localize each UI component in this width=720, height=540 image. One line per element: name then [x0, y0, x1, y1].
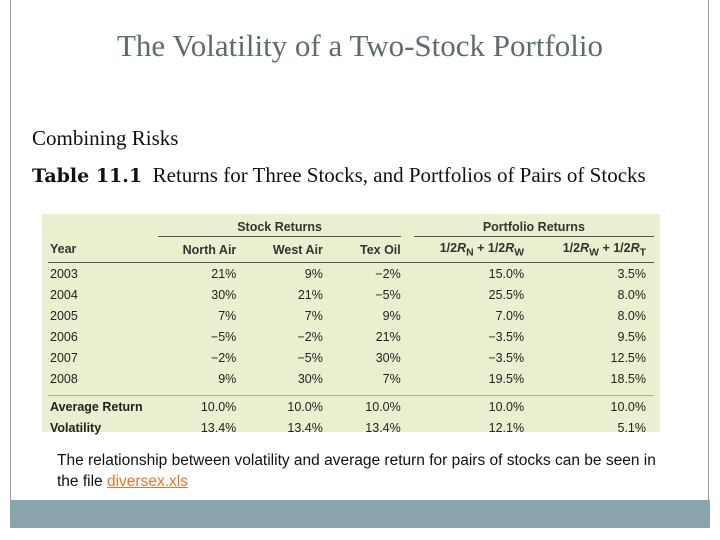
- table-row: 2007 −2% −5% 30% −3.5% 12.5%: [48, 347, 654, 368]
- table-cell: 25.5%: [488, 287, 525, 302]
- table-cell: 30%: [375, 350, 401, 365]
- row-label: 2004: [50, 287, 78, 302]
- table-cell: −5%: [210, 329, 237, 344]
- table-cell: 5.1%: [617, 420, 647, 435]
- table-cell: 7.0%: [495, 308, 525, 323]
- table-cell: 9%: [218, 371, 237, 386]
- group-header-row: Stock Returns Portfolio Returns: [48, 217, 654, 237]
- table-caption-line: Table 11.1 Returns for Three Stocks, and…: [32, 161, 692, 190]
- table-cell: −2%: [210, 350, 237, 365]
- table-cell: 13.4%: [200, 420, 237, 435]
- table-cell: 21%: [297, 287, 323, 302]
- group-header-portfolio-returns: Portfolio Returns: [413, 217, 654, 237]
- table-cell: 9.5%: [617, 329, 647, 344]
- table-cell: 12.5%: [610, 350, 646, 365]
- table-cell: −3.5%: [488, 329, 525, 344]
- col-header-year: Year: [48, 236, 159, 263]
- row-label: 2008: [50, 371, 78, 386]
- table-cell: 12.1%: [488, 420, 525, 435]
- table-cell: 30%: [211, 287, 237, 302]
- table-cell: 10.0%: [158, 395, 237, 417]
- table-cell: 30%: [297, 371, 323, 386]
- table-cell: 7%: [304, 308, 323, 323]
- footer-bar: [10, 500, 710, 528]
- row-label: 2007: [50, 350, 78, 365]
- table-caption: Returns for Three Stocks, and Portfolios…: [152, 163, 646, 187]
- table-row: 2006 −5% −2% 21% −3.5% 9.5%: [48, 326, 654, 347]
- column-header-row: Year North Air West Air Tex Oil 1/2RN + …: [48, 236, 654, 263]
- table-cell: 8.0%: [617, 308, 647, 323]
- footer-note: The relationship between volatility and …: [57, 450, 677, 492]
- table-cell: 10.0%: [236, 395, 323, 417]
- table-cell: 9%: [304, 266, 323, 281]
- table-cell: 19.5%: [488, 371, 525, 386]
- table-row: 2003 21% 9% −2% 15.0% 3.5%: [48, 263, 654, 285]
- table-cell: −5%: [375, 287, 401, 302]
- table-cell: 21%: [211, 266, 237, 281]
- table-cell: 10.0%: [413, 395, 525, 417]
- table-cell: 10.0%: [322, 395, 401, 417]
- col-header-tex-oil: Tex Oil: [322, 236, 401, 263]
- table-cell: 21%: [375, 329, 401, 344]
- col-header-west-air: West Air: [236, 236, 323, 263]
- col-header-portfolio-nw: 1/2RN + 1/2RW: [413, 236, 525, 263]
- table-row: 2005 7% 7% 9% 7.0% 8.0%: [48, 305, 654, 326]
- returns-table: Stock Returns Portfolio Returns Year Nor…: [48, 217, 654, 438]
- table-cell: 15.0%: [488, 266, 525, 281]
- row-label: 2005: [50, 308, 78, 323]
- summary-rows: Average Return 10.0% 10.0% 10.0% 10.0% 10.0% V…: [48, 395, 654, 439]
- slide-frame-right: [708, 0, 709, 512]
- table-cell: −2%: [297, 329, 323, 344]
- table-row: 2008 9% 30% 7% 19.5% 18.5%: [48, 368, 654, 389]
- summary-row: Volatility 13.4% 13.4% 13.4% 12.1% 5.1%: [48, 417, 654, 438]
- table-row: 2004 30% 21% −5% 25.5% 8.0%: [48, 284, 654, 305]
- table-cell: 13.4%: [365, 420, 401, 435]
- slide-title: The Volatility of a Two-Stock Portfolio: [116, 28, 604, 63]
- table-label: Table 11.1: [32, 165, 143, 187]
- col-header-north-air: North Air: [158, 236, 237, 263]
- row-label: 2003: [50, 266, 78, 281]
- table-cell: −5%: [297, 350, 323, 365]
- table-cell: −3.5%: [488, 350, 525, 365]
- slide-subtitle: Combining Risks: [32, 126, 179, 150]
- table-cell: −2%: [375, 266, 401, 281]
- table-cell: 7%: [218, 308, 237, 323]
- summary-row: Average Return 10.0% 10.0% 10.0% 10.0% 10.0%: [48, 395, 654, 417]
- table-cell: 10.0%: [524, 395, 654, 417]
- table-cell: 3.5%: [617, 266, 647, 281]
- table-cell: 18.5%: [610, 371, 646, 386]
- group-header-stock-returns: Stock Returns: [158, 217, 401, 237]
- row-label: Volatility: [50, 420, 102, 435]
- footer-text: The relationship between volatility and …: [57, 452, 656, 490]
- col-header-portfolio-wt: 1/2RW + 1/2RT: [524, 236, 654, 263]
- table-cell: 8.0%: [617, 287, 647, 302]
- file-link[interactable]: diversex.xls: [106, 473, 188, 490]
- returns-table-panel: Stock Returns Portfolio Returns Year Nor…: [42, 214, 660, 435]
- year-rows: 2003 21% 9% −2% 15.0% 3.5% 2004 30% 21% −5% 25.5% 8…: [48, 263, 654, 390]
- row-label: 2006: [50, 329, 78, 344]
- table-cell: 9%: [382, 308, 401, 323]
- slide-frame-left: [10, 0, 11, 512]
- table-cell: 7%: [382, 371, 401, 386]
- table-cell: 13.4%: [287, 420, 323, 435]
- row-label: Average Return: [48, 395, 159, 417]
